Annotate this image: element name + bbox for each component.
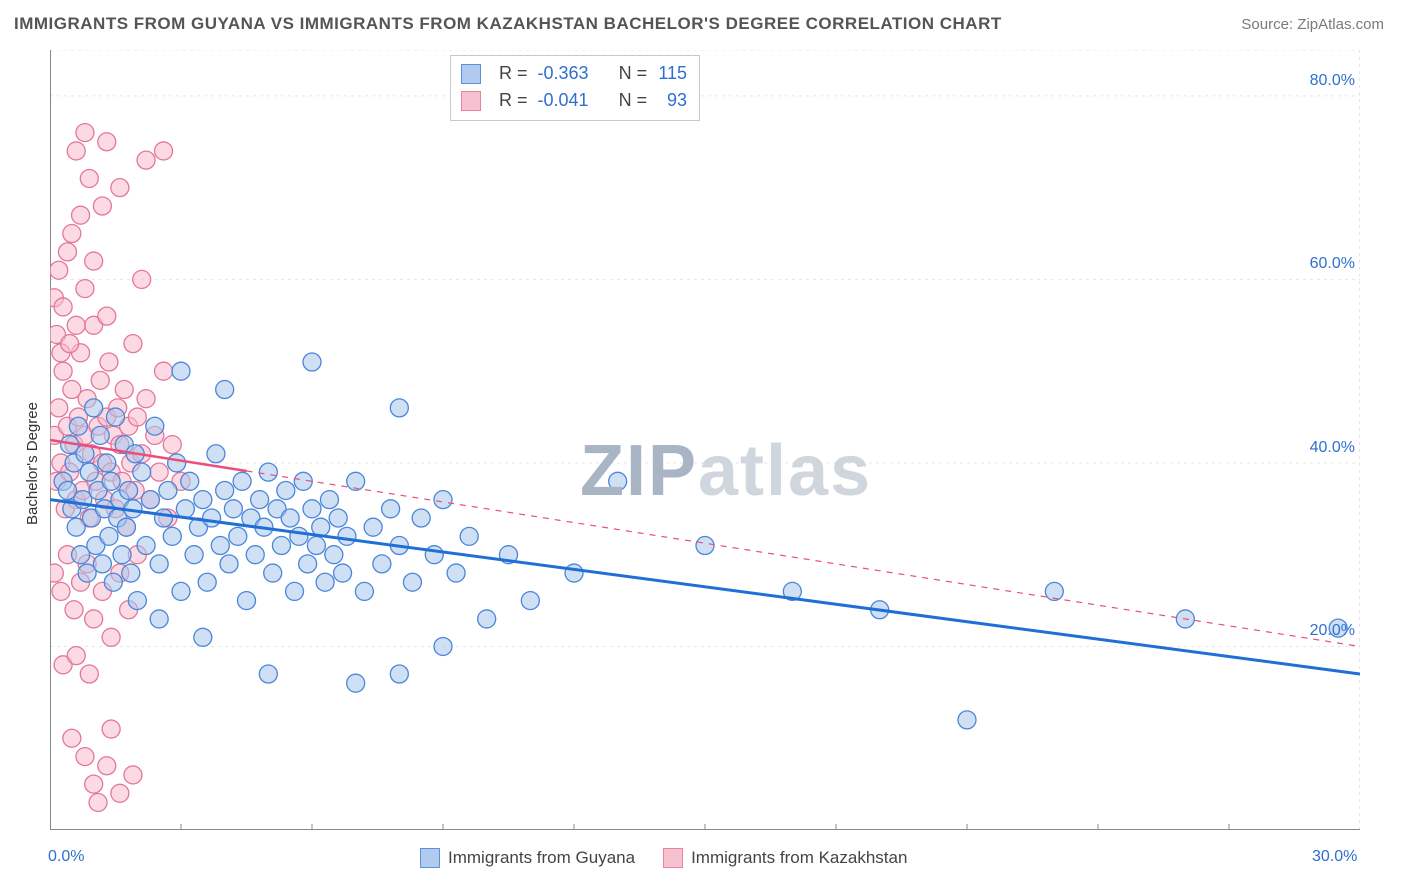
n-label: N = (619, 87, 648, 114)
n-value-kazakhstan: 93 (657, 87, 687, 114)
correlation-stats-box: R = -0.363 N = 115 R = -0.041 N = 93 (450, 55, 700, 121)
legend-label-kazakhstan: Immigrants from Kazakhstan (691, 848, 907, 868)
swatch-kazakhstan (663, 848, 683, 868)
n-value-guyana: 115 (657, 60, 687, 87)
swatch-guyana (461, 64, 481, 84)
stats-row-guyana: R = -0.363 N = 115 (461, 60, 687, 87)
y-tick-label: 40.0% (1300, 439, 1355, 457)
legend-item-kazakhstan: Immigrants from Kazakhstan (663, 848, 907, 868)
r-label: R = (499, 87, 528, 114)
x-tick-min: 0.0% (48, 848, 84, 866)
stats-row-kazakhstan: R = -0.041 N = 93 (461, 87, 687, 114)
source-value: ZipAtlas.com (1297, 16, 1384, 33)
legend-item-guyana: Immigrants from Guyana (420, 848, 635, 868)
n-label: N = (619, 60, 648, 87)
source-prefix: Source: (1241, 16, 1297, 33)
y-tick-label: 20.0% (1300, 622, 1355, 640)
legend: Immigrants from Guyana Immigrants from K… (420, 848, 907, 868)
swatch-kazakhstan (461, 91, 481, 111)
r-value-kazakhstan: -0.041 (538, 87, 589, 114)
scatter-plot (50, 50, 1360, 830)
swatch-guyana (420, 848, 440, 868)
r-value-guyana: -0.363 (538, 60, 589, 87)
y-axis-label: Bachelor's Degree (24, 402, 41, 525)
y-tick-label: 80.0% (1300, 72, 1355, 90)
source-label: Source: ZipAtlas.com (1241, 16, 1384, 33)
chart-title: IMMIGRANTS FROM GUYANA VS IMMIGRANTS FRO… (14, 14, 1002, 34)
r-label: R = (499, 60, 528, 87)
y-tick-label: 60.0% (1300, 255, 1355, 273)
legend-label-guyana: Immigrants from Guyana (448, 848, 635, 868)
x-tick-max: 30.0% (1312, 848, 1357, 866)
chart-container: { "header": { "title": "IMMIGRANTS FROM … (0, 0, 1406, 892)
